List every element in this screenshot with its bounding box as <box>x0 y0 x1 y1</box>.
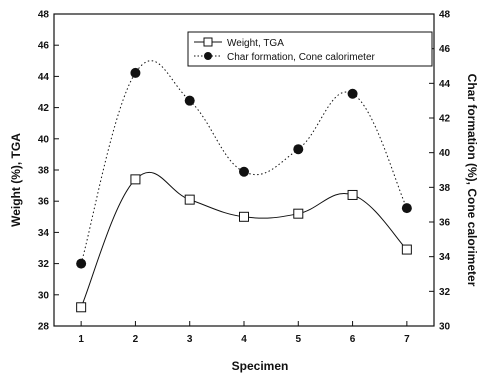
series-1-point <box>347 189 358 200</box>
left-tick-label: 40 <box>38 134 50 145</box>
left-tick-label: 36 <box>38 197 50 208</box>
series-2-point <box>401 203 412 214</box>
legend: Weight, TGA Char formation, Cone calorim… <box>187 31 433 67</box>
right-tick-label: 32 <box>439 287 451 298</box>
left-tick-label: 38 <box>38 166 50 177</box>
left-tick-label: 34 <box>38 228 50 239</box>
x-axis-title: Specimen <box>232 359 289 373</box>
right-tick-label: 30 <box>439 322 451 333</box>
series-2-point <box>184 95 195 106</box>
left-tick-label: 30 <box>38 290 50 301</box>
right-tick-label: 34 <box>439 252 451 263</box>
series-2-point <box>130 67 141 78</box>
series-2-point <box>76 258 87 269</box>
series-2-point <box>239 166 249 177</box>
left-tick-label: 32 <box>38 259 50 270</box>
legend-label-char-formation: Char formation, Cone calorimeter <box>227 52 376 63</box>
legend-label-weight-tga: Weight, TGA <box>227 38 284 49</box>
left-axis: 28 30 32 34 36 38 40 42 44 46 48 <box>38 10 59 333</box>
right-tick-label: 42 <box>439 114 451 125</box>
right-tick-label: 46 <box>439 44 451 55</box>
x-tick-label: 5 <box>296 334 302 345</box>
x-tick-label: 1 <box>78 334 84 345</box>
left-tick-label: 48 <box>38 10 50 21</box>
x-tick-label: 3 <box>187 334 193 345</box>
x-tick-label: 7 <box>404 334 410 345</box>
series-layer <box>76 60 412 313</box>
series-2-point <box>347 88 358 99</box>
series-1-line <box>80 171 408 308</box>
left-tick-label: 28 <box>38 322 50 333</box>
right-axis: 30 32 34 36 38 40 42 44 46 48 <box>429 10 451 333</box>
x-axis: 1 2 3 4 5 6 7 <box>78 321 410 345</box>
left-axis-title: Weight (%), TGA <box>9 133 23 227</box>
right-tick-label: 44 <box>439 79 451 90</box>
left-tick-label: 44 <box>38 72 50 83</box>
x-tick-label: 6 <box>350 334 356 345</box>
right-tick-label: 36 <box>439 218 451 229</box>
right-tick-label: 48 <box>439 10 451 21</box>
right-axis-title: Char formation (%), Cone calorimeter <box>465 74 479 287</box>
legend-box <box>187 31 433 67</box>
left-tick-label: 46 <box>38 41 50 52</box>
series-1-point <box>401 244 412 255</box>
right-tick-label: 40 <box>439 148 451 159</box>
series-1-point <box>184 194 195 205</box>
series-1-point <box>76 302 87 313</box>
x-tick-label: 4 <box>241 334 247 345</box>
right-tick-label: 38 <box>439 183 451 194</box>
series-2-point <box>293 144 304 155</box>
x-tick-label: 2 <box>133 334 139 345</box>
series-2-line <box>80 60 408 264</box>
left-tick-label: 42 <box>38 103 50 114</box>
series-1-point <box>293 208 304 219</box>
legend-marker-weight-tga <box>203 37 213 47</box>
series-1-point <box>239 211 249 222</box>
series-1-point <box>130 174 141 185</box>
legend-marker-char-formation <box>204 52 212 60</box>
